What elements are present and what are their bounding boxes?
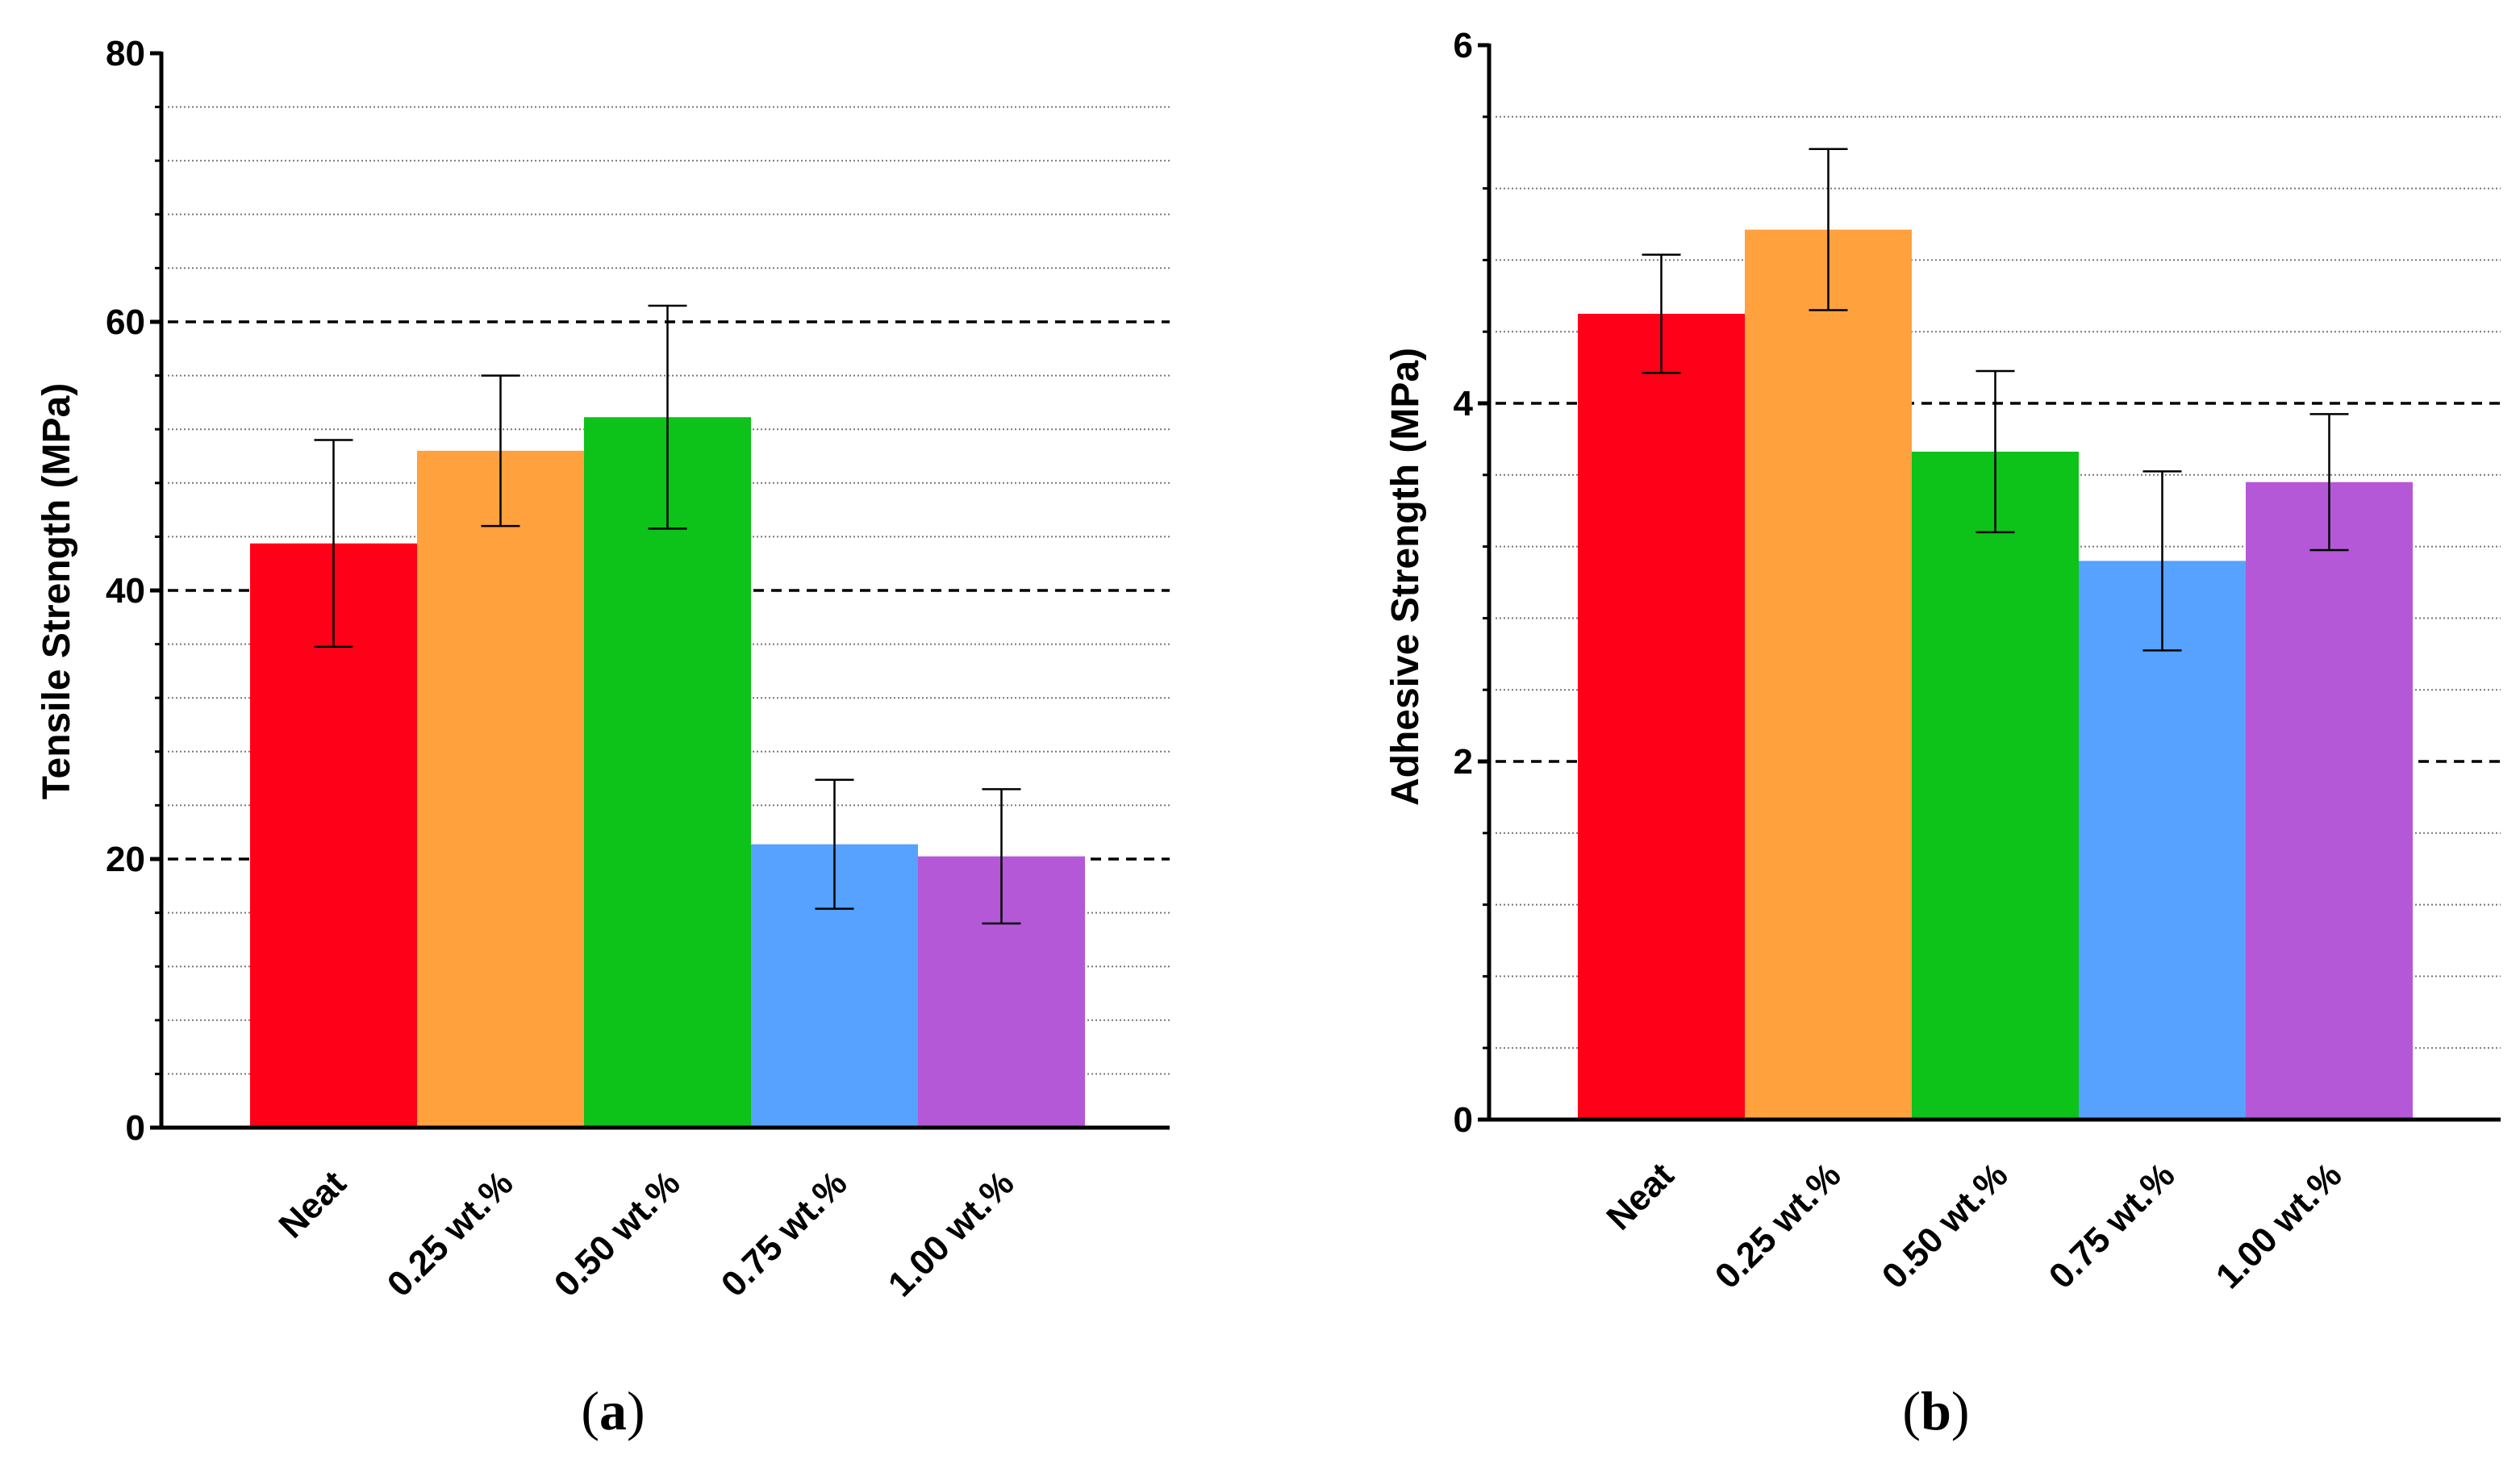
chart-panel-b: 0 2 4 6 Neat 0.25 wt.% 0.50 wt.% 0.75 wt.% 1.00… <box>1384 26 2501 1441</box>
y-tick-label: 4 <box>1454 384 1474 423</box>
y-tick-label: 6 <box>1454 26 1473 65</box>
y-tick-label: 60 <box>106 302 145 342</box>
x-tick-label: 0.50 wt.% <box>547 1163 688 1304</box>
panel-label-b: (b) <box>1902 1380 1969 1441</box>
x-tick-label: 0.75 wt.% <box>2042 1155 2183 1296</box>
error-bars <box>1642 148 2349 652</box>
bar <box>584 417 751 1128</box>
x-tick-label: 0.25 wt.% <box>380 1163 521 1304</box>
bar <box>1578 314 1745 1120</box>
y-tick-label: 80 <box>106 34 145 73</box>
y-axis-title: Adhesive Strength (MPa) <box>1384 348 1427 806</box>
y-tick-label: 2 <box>1454 742 1473 782</box>
x-tick-label: Neat <box>1599 1155 1681 1237</box>
bar <box>2246 482 2413 1120</box>
y-tick-label: 0 <box>1454 1100 1473 1140</box>
y-tick-label: 0 <box>126 1108 145 1148</box>
y-tick-label: 20 <box>106 840 145 879</box>
bar <box>1912 451 2079 1120</box>
axes <box>150 51 1170 1130</box>
bar <box>2079 561 2246 1120</box>
panel-label-a: (a) <box>581 1380 645 1441</box>
bar <box>1745 229 1912 1120</box>
y-tick-labels: 0 2 4 6 <box>1454 26 1474 1140</box>
bars <box>1578 229 2413 1120</box>
chart-panel-a: 0 20 40 60 80 Neat 0.25 wt.% 0.50 wt.% 0.75 wt.… <box>35 34 1170 1441</box>
x-tick-labels: Neat 0.25 wt.% 0.50 wt.% 0.75 wt.% 1.00 wt.% <box>1599 1155 2349 1296</box>
y-tick-label: 40 <box>106 571 145 611</box>
x-tick-label: Neat <box>271 1163 353 1245</box>
error-bars <box>314 304 1021 925</box>
x-tick-label: 1.00 wt.% <box>881 1163 1022 1304</box>
x-tick-label: 0.50 wt.% <box>1875 1155 2016 1296</box>
axes <box>1478 43 2501 1122</box>
x-tick-labels: Neat 0.25 wt.% 0.50 wt.% 0.75 wt.% 1.00 wt.% <box>271 1163 1021 1304</box>
y-tick-labels: 0 20 40 60 80 <box>106 34 145 1148</box>
y-axis-title: Tensile Strength (MPa) <box>35 383 78 800</box>
x-tick-label: 0.75 wt.% <box>714 1163 855 1304</box>
bar <box>417 450 584 1128</box>
x-tick-label: 1.00 wt.% <box>2209 1155 2350 1296</box>
x-tick-label: 0.25 wt.% <box>1708 1155 1849 1296</box>
